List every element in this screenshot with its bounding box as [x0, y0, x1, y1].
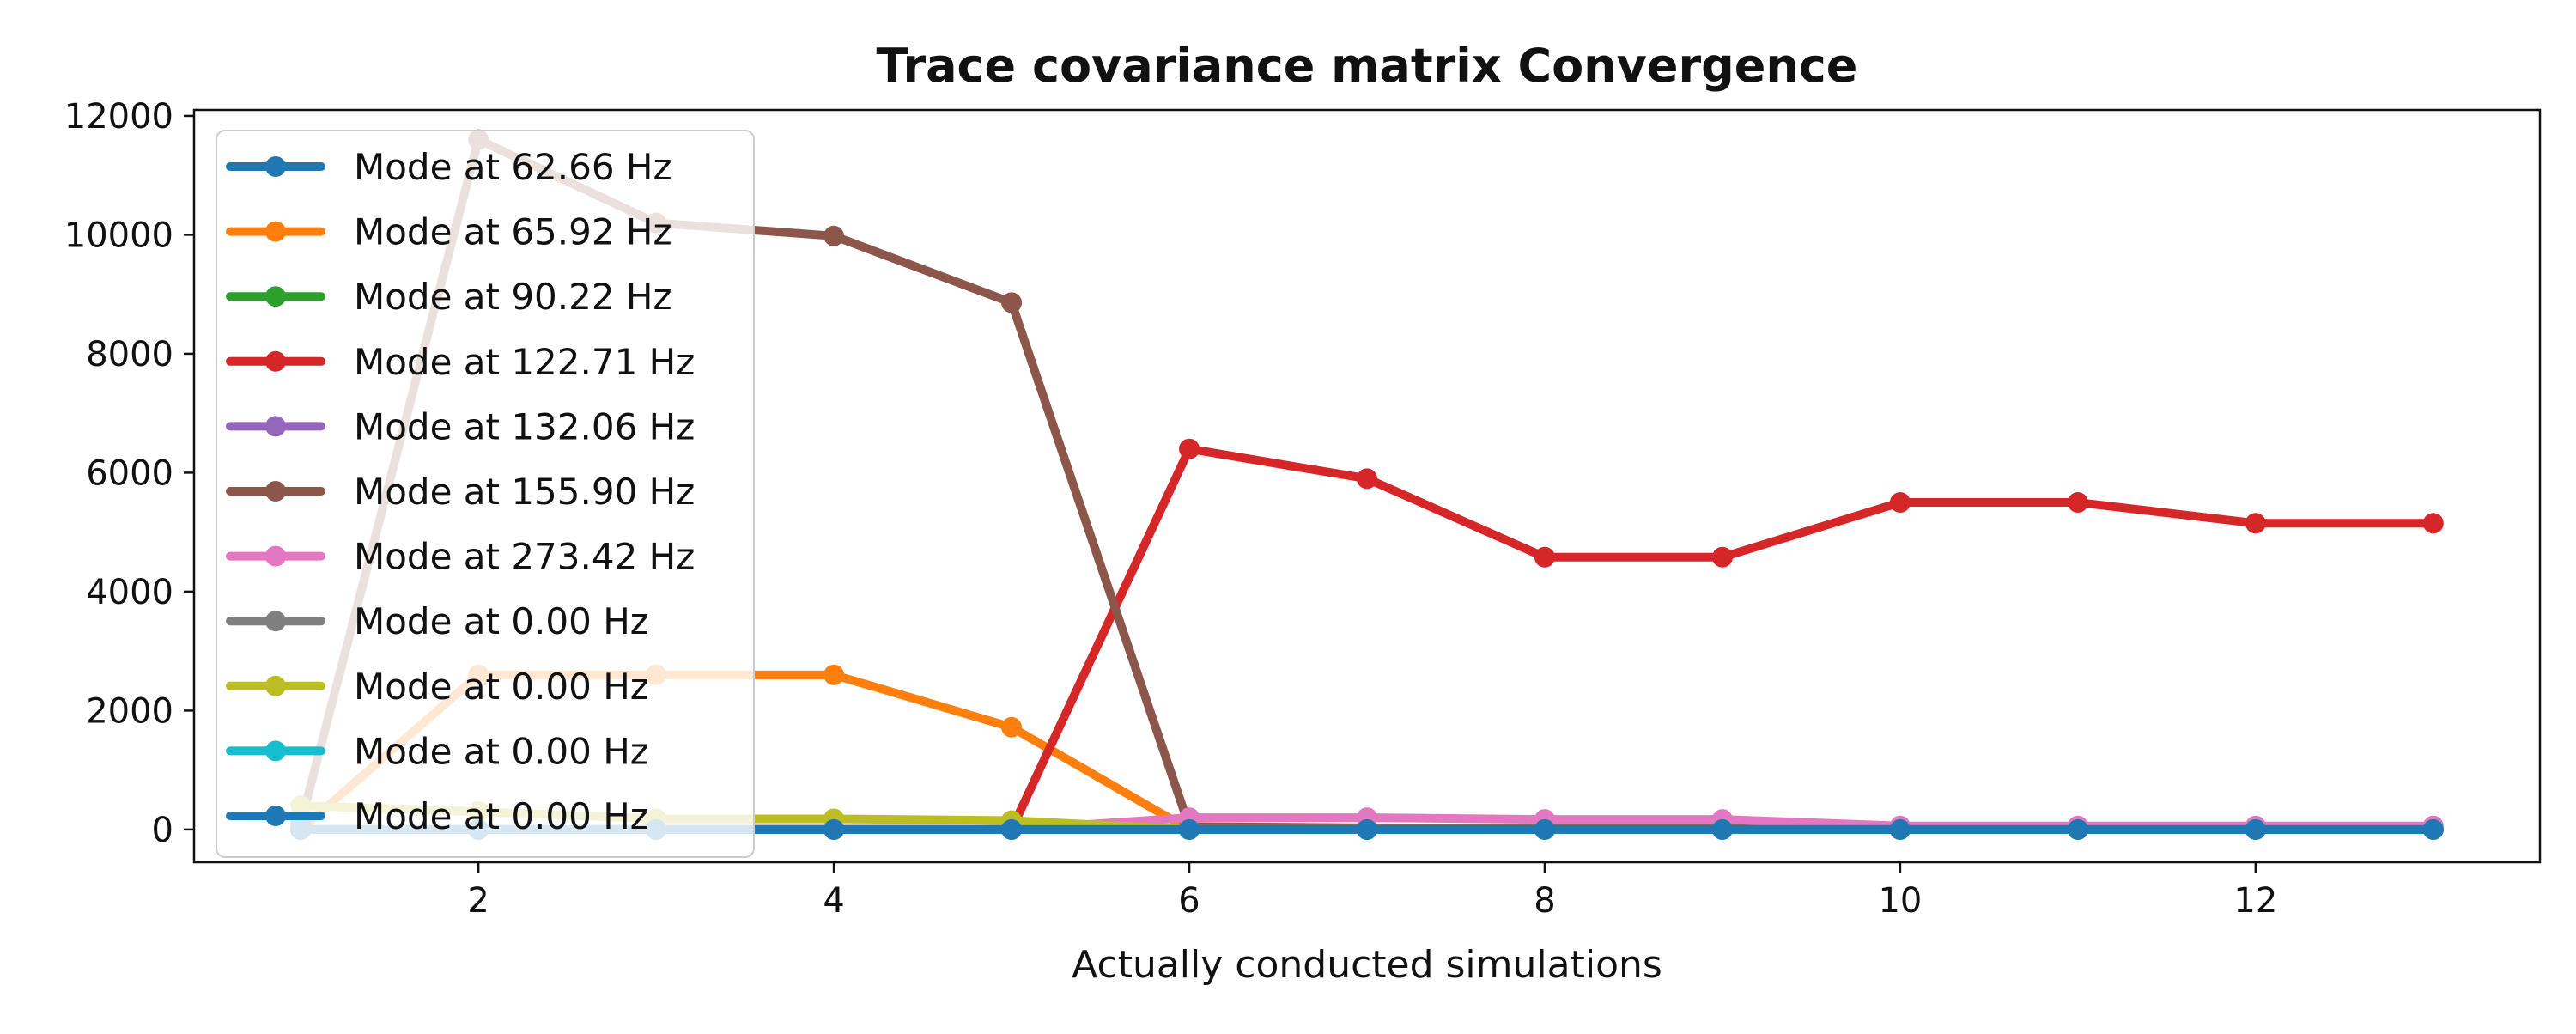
data-point	[2067, 818, 2088, 840]
legend-marker	[265, 740, 286, 762]
chart-title: Trace covariance matrix Convergence	[877, 39, 1858, 93]
data-point	[1357, 468, 1377, 490]
legend-label: Mode at 0.00 Hz	[354, 600, 649, 642]
legend-label: Mode at 90.22 Hz	[354, 276, 672, 318]
legend-marker	[265, 611, 286, 632]
legend-marker	[265, 286, 286, 307]
legend-item: Mode at 0.00 Hz	[226, 730, 649, 772]
data-point	[1179, 818, 1200, 840]
x-tick-label: 2	[467, 881, 489, 921]
legend-marker	[265, 545, 286, 567]
legend-label: Mode at 62.66 Hz	[354, 146, 672, 188]
data-point	[1001, 292, 1023, 313]
legend-item: Mode at 132.06 Hz	[226, 405, 695, 447]
y-axis-ticks: 0 2000 4000 6000 8000 10000 12000	[64, 97, 194, 850]
data-point	[2245, 513, 2266, 534]
data-point	[1534, 546, 1555, 568]
legend-marker	[265, 221, 286, 242]
legend-item: Mode at 122.71 Hz	[226, 341, 695, 383]
legend-item: Mode at 0.00 Hz	[226, 600, 649, 642]
legend-marker	[265, 350, 286, 372]
legend-label: Mode at 273.42 Hz	[354, 536, 695, 578]
legend-item: Mode at 90.22 Hz	[226, 276, 672, 318]
x-tick-label: 8	[1534, 881, 1555, 921]
y-tick-label: 12000	[64, 97, 173, 137]
legend-label: Mode at 155.90 Hz	[354, 471, 695, 513]
data-point	[1889, 492, 1911, 514]
data-point	[1179, 438, 1200, 459]
legend-label: Mode at 132.06 Hz	[354, 405, 695, 447]
data-point	[823, 664, 845, 685]
data-point	[823, 225, 845, 246]
y-tick-label: 4000	[86, 573, 173, 612]
y-tick-label: 8000	[86, 335, 173, 374]
data-point	[2422, 818, 2444, 840]
y-tick-label: 0	[152, 811, 173, 850]
legend-box	[216, 130, 755, 858]
y-tick-label: 6000	[86, 453, 173, 493]
legend-label: Mode at 0.00 Hz	[354, 666, 649, 708]
x-tick-label: 4	[823, 881, 844, 921]
legend-item: Mode at 155.90 Hz	[226, 471, 695, 513]
data-point	[823, 818, 845, 840]
y-tick-label: 2000	[86, 691, 173, 731]
legend-item: Mode at 273.42 Hz	[226, 536, 695, 578]
legend-item: Mode at 62.66 Hz	[226, 146, 672, 188]
data-point	[2067, 492, 2088, 514]
legend-marker	[265, 806, 286, 826]
data-point	[1357, 818, 1377, 840]
data-point	[1001, 716, 1023, 738]
x-axis-ticks: 2 4 6 8 10 12	[467, 862, 2277, 921]
data-point	[1001, 818, 1023, 840]
x-tick-label: 6	[1178, 881, 1200, 921]
x-tick-label: 10	[1878, 881, 1922, 921]
y-tick-label: 10000	[64, 216, 173, 255]
legend-item: Mode at 0.00 Hz	[226, 666, 649, 708]
legend-label: Mode at 0.00 Hz	[354, 795, 649, 837]
legend-label: Mode at 65.92 Hz	[354, 211, 672, 253]
legend: Mode at 62.66 Hz Mode at 65.92 Hz Mode at …	[216, 130, 755, 858]
data-point	[1711, 546, 1733, 568]
data-point	[2422, 513, 2444, 534]
legend-label: Mode at 122.71 Hz	[354, 341, 695, 383]
legend-marker	[265, 416, 286, 437]
legend-label: Mode at 0.00 Hz	[354, 730, 649, 772]
legend-marker	[265, 156, 286, 177]
data-point	[1711, 818, 1733, 840]
data-point	[1889, 818, 1911, 840]
legend-marker	[265, 675, 286, 696]
legend-marker	[265, 481, 286, 502]
x-axis-label: Actually conducted simulations	[1072, 943, 1662, 987]
x-tick-label: 12	[2233, 881, 2277, 921]
legend-item: Mode at 65.92 Hz	[226, 211, 672, 253]
data-point	[1534, 818, 1555, 840]
legend-item: Mode at 0.00 Hz	[226, 795, 649, 837]
data-point	[2245, 818, 2266, 840]
